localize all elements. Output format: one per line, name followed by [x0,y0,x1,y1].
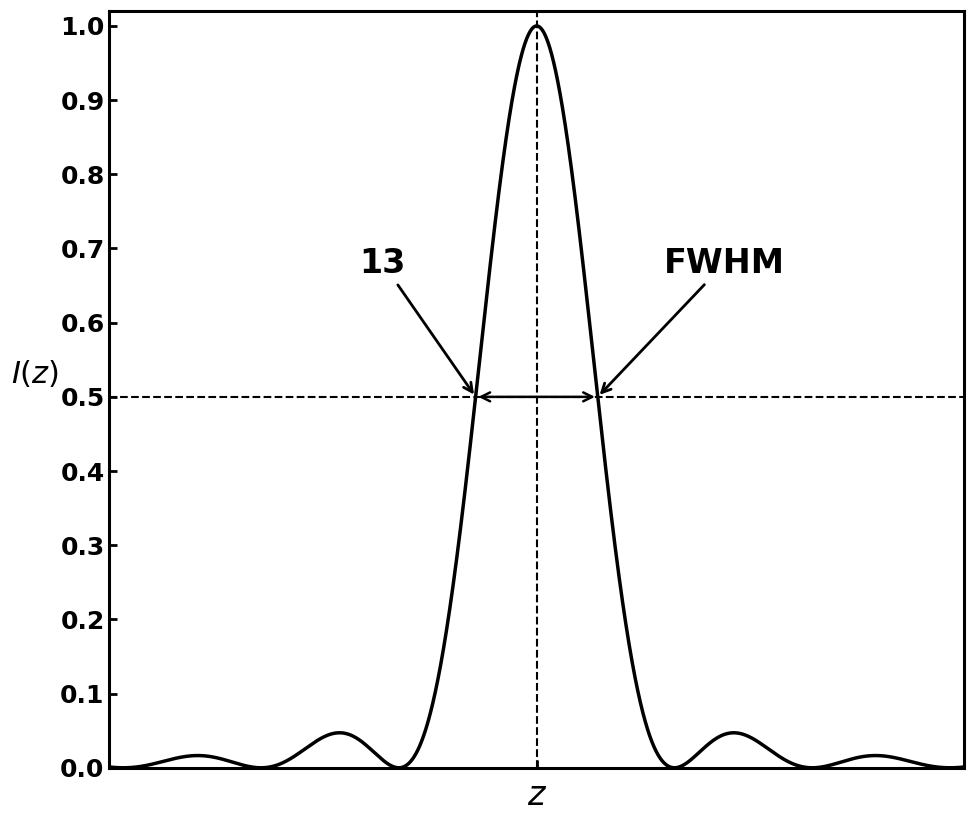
Text: 13: 13 [360,247,472,392]
Text: FWHM: FWHM [602,247,785,393]
Y-axis label: $I(z)$: $I(z)$ [11,359,59,389]
